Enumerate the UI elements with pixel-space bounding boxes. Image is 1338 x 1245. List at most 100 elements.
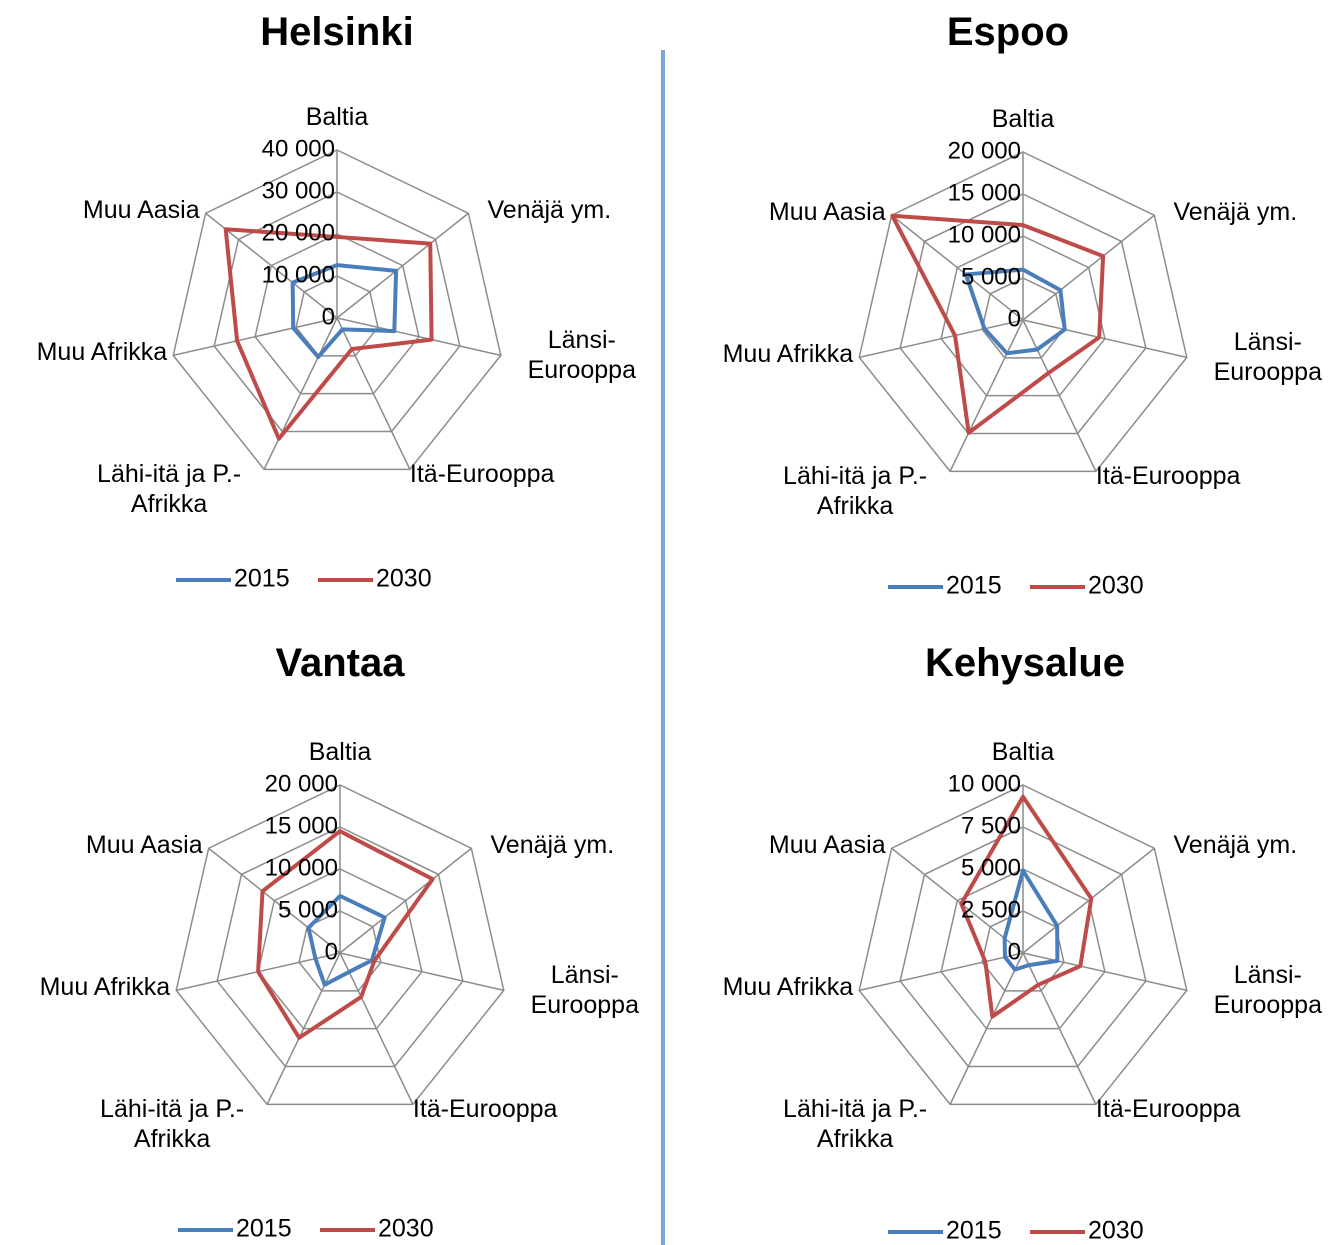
grid-ring xyxy=(899,826,1147,1068)
category-label: Baltia xyxy=(308,738,372,766)
tick-label: 0 xyxy=(322,303,335,330)
tick-label: 10 000 xyxy=(265,854,338,881)
legend-label: 2030 xyxy=(1088,572,1144,600)
spoke xyxy=(266,952,341,1105)
tick-label: 30 000 xyxy=(262,177,335,204)
grid-ring xyxy=(858,784,1188,1106)
legend-label: 2030 xyxy=(378,1215,434,1243)
series-line xyxy=(959,794,1094,1019)
category-label: Venäjä ym. xyxy=(1173,198,1298,227)
category-label: Länsi-Eurooppa xyxy=(530,961,639,1020)
series-line xyxy=(1002,868,1060,972)
category-label: Länsi-Eurooppa xyxy=(527,326,636,385)
spoke xyxy=(1022,847,1155,954)
grid-ring xyxy=(940,235,1106,397)
spoke xyxy=(859,952,1024,992)
tick-label: 15 000 xyxy=(948,179,1021,206)
spoke xyxy=(1022,214,1155,321)
category-label: Länsi-Eurooppa xyxy=(1213,961,1322,1020)
category-label: Baltia xyxy=(991,738,1055,766)
series-line xyxy=(290,263,399,359)
spoke xyxy=(336,317,501,357)
tick-label: 5 000 xyxy=(278,896,338,923)
category-label: Itä-Eurooppa xyxy=(1095,1095,1241,1124)
series-line xyxy=(963,267,1067,356)
tick-label: 10 000 xyxy=(948,221,1021,248)
legend-label: 2015 xyxy=(946,572,1002,600)
category-label: Lähi-itä ja P.-Afrikka xyxy=(783,462,928,521)
spoke xyxy=(263,317,338,470)
grid-ring xyxy=(254,233,420,395)
legend-label: 2015 xyxy=(236,1215,292,1243)
spoke xyxy=(949,319,1024,472)
chart-title: Espoo xyxy=(946,10,1070,54)
series-line xyxy=(223,227,434,441)
spoke xyxy=(859,319,1024,359)
category-label: Venäjä ym. xyxy=(490,831,615,860)
spoke xyxy=(336,212,469,319)
chart-title: Vantaa xyxy=(275,641,405,685)
grid-ring xyxy=(940,868,1106,1030)
category-label: Venäjä ym. xyxy=(1173,831,1298,860)
tick-label: 7 500 xyxy=(961,812,1021,839)
tick-label: 40 000 xyxy=(262,135,335,162)
tick-label: 10 000 xyxy=(948,770,1021,797)
legend-label: 2015 xyxy=(946,1217,1002,1245)
spoke xyxy=(336,317,411,470)
category-label: Muu Afrikka xyxy=(722,340,854,369)
grid-ring xyxy=(213,191,461,433)
category-label: Itä-Eurooppa xyxy=(1095,462,1241,491)
tick-label: 0 xyxy=(1008,938,1021,965)
grid-ring xyxy=(216,826,464,1068)
category-label: Lähi-itä ja P.-Afrikka xyxy=(783,1095,928,1154)
grid-ring xyxy=(175,784,505,1106)
legend-label: 2030 xyxy=(376,565,432,593)
spoke xyxy=(339,952,504,992)
grid-ring xyxy=(858,151,1188,473)
spoke xyxy=(339,847,472,954)
tick-label: 5 000 xyxy=(961,263,1021,290)
spoke xyxy=(949,952,1024,1105)
category-label: Venäjä ym. xyxy=(487,196,612,225)
category-label: Muu Aasia xyxy=(82,196,200,225)
category-label: Muu Afrikka xyxy=(39,973,171,1002)
spoke xyxy=(173,317,338,357)
tick-label: 0 xyxy=(325,938,338,965)
series-line xyxy=(890,213,1106,435)
legend-label: 2030 xyxy=(1088,1217,1144,1245)
tick-label: 20 000 xyxy=(262,219,335,246)
spoke xyxy=(1022,952,1097,1105)
spoke xyxy=(1022,319,1097,472)
tick-label: 20 000 xyxy=(948,137,1021,164)
category-label: Itä-Eurooppa xyxy=(409,460,555,489)
chart-title: Helsinki xyxy=(260,10,414,54)
spoke xyxy=(1022,319,1187,359)
grid-ring xyxy=(172,149,502,471)
category-label: Muu Afrikka xyxy=(722,973,854,1002)
tick-label: 0 xyxy=(1008,305,1021,332)
chart-title: Kehysalue xyxy=(924,641,1126,685)
tick-label: 2 500 xyxy=(961,896,1021,923)
category-label: Itä-Eurooppa xyxy=(412,1095,558,1124)
category-label: Muu Aasia xyxy=(768,198,886,227)
tick-label: 10 000 xyxy=(262,261,335,288)
tick-label: 20 000 xyxy=(265,770,338,797)
tick-label: 5 000 xyxy=(961,854,1021,881)
category-label: Muu Aasia xyxy=(85,831,203,860)
grid-ring xyxy=(295,275,379,357)
grid-ring xyxy=(981,277,1065,359)
grid-ring xyxy=(899,193,1147,435)
legend-label: 2015 xyxy=(234,565,290,593)
series-line xyxy=(256,829,435,1040)
spoke xyxy=(208,847,341,954)
spoke xyxy=(891,214,1024,321)
series-line xyxy=(306,893,387,987)
category-label: Baltia xyxy=(991,105,1055,133)
spoke xyxy=(339,952,414,1105)
spoke xyxy=(891,847,1024,954)
category-label: Länsi-Eurooppa xyxy=(1213,328,1322,387)
category-label: Baltia xyxy=(305,103,369,131)
grid-ring xyxy=(298,910,382,992)
